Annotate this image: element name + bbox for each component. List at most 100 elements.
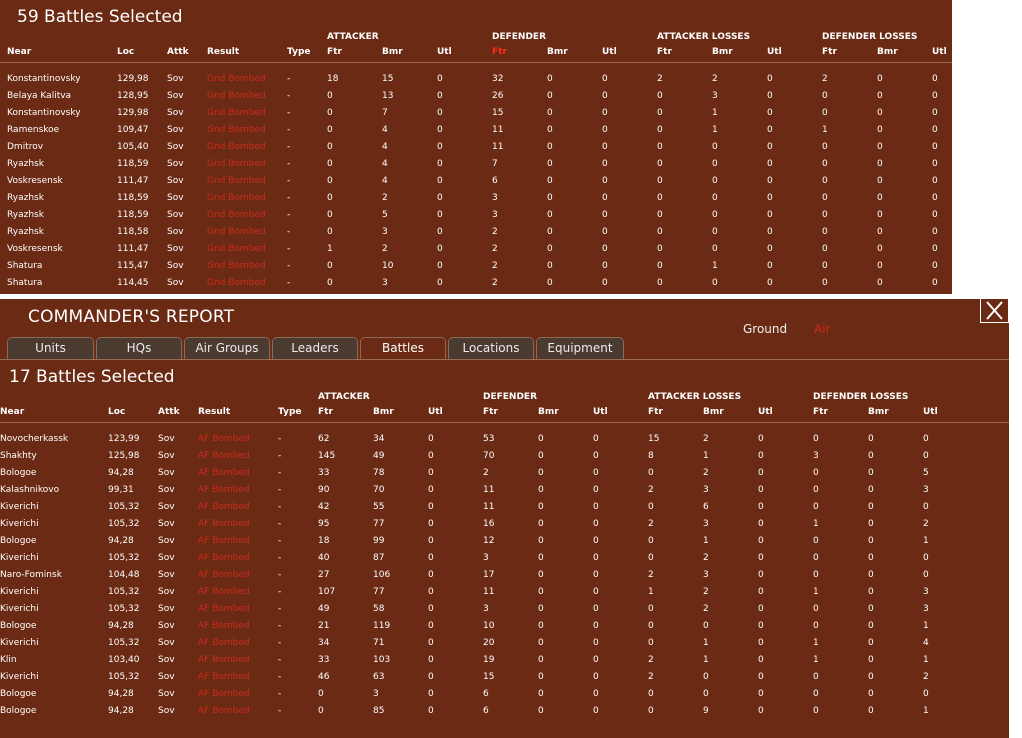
cell-defender-loss-ftr[interactable]: 1 [813,587,819,597]
column-header-attacker-loss-utl[interactable]: Utl [758,407,773,417]
cell-defender-loss-bmr[interactable]: 0 [877,193,883,203]
cell-result[interactable]: Gnd Bombed [207,193,266,203]
cell-type[interactable]: - [278,672,282,682]
cell-attacker-loss-ftr[interactable]: 0 [648,621,654,631]
column-header-defender-loss-bmr[interactable]: Bmr [877,47,898,57]
cell-attacker-bmr[interactable]: 4 [382,142,388,152]
cell-defender-loss-bmr[interactable]: 0 [868,536,874,546]
cell-defender-loss-utl[interactable]: 0 [923,434,929,444]
cell-loc[interactable]: 118,59 [117,193,149,203]
cell-defender-bmr[interactable]: 0 [547,278,553,288]
cell-attacker-loss-bmr[interactable]: 2 [703,553,709,563]
cell-defender-ftr[interactable]: 11 [492,125,504,135]
cell-defender-ftr[interactable]: 15 [492,108,504,118]
cell-defender-ftr[interactable]: 11 [483,587,495,597]
cell-attacker-loss-bmr[interactable]: 2 [703,468,709,478]
cell-attk[interactable]: Sov [167,91,184,101]
cell-near[interactable]: Konstantinovsky [7,74,81,84]
cell-defender-loss-bmr[interactable]: 0 [868,706,874,716]
cell-attacker-loss-bmr[interactable]: 0 [712,193,718,203]
cell-defender-loss-bmr[interactable]: 0 [868,587,874,597]
column-header-loc[interactable]: Loc [108,407,126,417]
cell-attacker-loss-bmr[interactable]: 1 [703,638,709,648]
cell-defender-loss-bmr[interactable]: 0 [877,210,883,220]
cell-loc[interactable]: 105,32 [108,672,140,682]
cell-near[interactable]: Ryazhsk [7,193,44,203]
cell-defender-loss-ftr[interactable]: 0 [813,553,819,563]
cell-defender-loss-ftr[interactable]: 0 [813,689,819,699]
cell-near[interactable]: Ryazhsk [7,210,44,220]
cell-result[interactable]: AF Bombed [198,655,250,665]
cell-result[interactable]: Gnd Bombed [207,74,266,84]
cell-defender-utl[interactable]: 0 [593,434,599,444]
cell-defender-bmr[interactable]: 0 [547,91,553,101]
cell-type[interactable]: - [287,244,291,254]
cell-attacker-utl[interactable]: 0 [437,159,443,169]
cell-defender-loss-ftr[interactable]: 0 [822,193,828,203]
cell-defender-loss-ftr[interactable]: 2 [822,74,828,84]
cell-defender-utl[interactable]: 0 [593,655,599,665]
cell-defender-bmr[interactable]: 0 [538,570,544,580]
cell-attacker-loss-utl[interactable]: 0 [767,227,773,237]
cell-loc[interactable]: 94,28 [108,689,134,699]
cell-type[interactable]: - [287,193,291,203]
cell-attacker-utl[interactable]: 0 [428,451,434,461]
cell-attk[interactable]: Sov [158,638,175,648]
cell-defender-bmr[interactable]: 0 [538,655,544,665]
cell-attacker-ftr[interactable]: 33 [318,655,330,665]
cell-attacker-loss-utl[interactable]: 0 [758,468,764,478]
cell-loc[interactable]: 105,32 [108,638,140,648]
cell-defender-ftr[interactable]: 19 [483,655,495,665]
cell-defender-loss-bmr[interactable]: 0 [868,604,874,614]
cell-attacker-loss-ftr[interactable]: 0 [657,210,663,220]
cell-attacker-loss-utl[interactable]: 0 [758,672,764,682]
cell-defender-loss-bmr[interactable]: 0 [868,570,874,580]
cell-attacker-ftr[interactable]: 0 [327,125,333,135]
cell-attacker-bmr[interactable]: 4 [382,159,388,169]
cell-defender-loss-utl[interactable]: 0 [932,261,938,271]
cell-attacker-loss-ftr[interactable]: 0 [657,261,663,271]
cell-defender-loss-bmr[interactable]: 0 [877,74,883,84]
cell-loc[interactable]: 105,32 [108,587,140,597]
cell-defender-loss-utl[interactable]: 0 [932,227,938,237]
cell-attacker-loss-utl[interactable]: 0 [758,434,764,444]
cell-defender-loss-utl[interactable]: 0 [932,193,938,203]
cell-attacker-bmr[interactable]: 15 [382,74,394,84]
cell-attacker-loss-bmr[interactable]: 2 [703,587,709,597]
cell-defender-loss-utl[interactable]: 0 [932,74,938,84]
cell-defender-utl[interactable]: 0 [593,706,599,716]
cell-loc[interactable]: 109,47 [117,125,149,135]
cell-loc[interactable]: 123,99 [108,434,140,444]
cell-type[interactable]: - [287,142,291,152]
cell-attacker-utl[interactable]: 0 [428,587,434,597]
cell-defender-bmr[interactable]: 0 [547,176,553,186]
cell-attk[interactable]: Sov [158,706,175,716]
cell-attacker-loss-utl[interactable]: 0 [758,621,764,631]
cell-loc[interactable]: 118,59 [117,210,149,220]
cell-attacker-loss-bmr[interactable]: 3 [703,570,709,580]
cell-defender-ftr[interactable]: 2 [492,278,498,288]
cell-result[interactable]: AF Bombed [198,689,250,699]
cell-defender-loss-ftr[interactable]: 0 [813,604,819,614]
cell-attacker-ftr[interactable]: 0 [318,706,324,716]
column-header-defender-loss-utl[interactable]: Utl [932,47,947,57]
cell-attk[interactable]: Sov [158,570,175,580]
cell-attacker-ftr[interactable]: 95 [318,519,330,529]
cell-defender-bmr[interactable]: 0 [538,502,544,512]
cell-attacker-loss-ftr[interactable]: 0 [648,536,654,546]
cell-loc[interactable]: 105,32 [108,519,140,529]
cell-defender-utl[interactable]: 0 [602,176,608,186]
column-header-near[interactable]: Near [7,47,32,57]
cell-defender-loss-bmr[interactable]: 0 [877,261,883,271]
cell-defender-bmr[interactable]: 0 [538,638,544,648]
cell-attacker-loss-bmr[interactable]: 1 [703,536,709,546]
cell-attacker-bmr[interactable]: 119 [373,621,391,631]
cell-attacker-loss-bmr[interactable]: 0 [712,227,718,237]
cell-near[interactable]: Kiverichi [0,587,39,597]
column-header-attacker-loss-bmr[interactable]: Bmr [712,47,733,57]
cell-attacker-utl[interactable]: 0 [428,468,434,478]
cell-attacker-utl[interactable]: 0 [428,570,434,580]
cell-defender-loss-utl[interactable]: 0 [932,108,938,118]
cell-defender-bmr[interactable]: 0 [547,227,553,237]
cell-result[interactable]: Gnd Bombed [207,159,266,169]
